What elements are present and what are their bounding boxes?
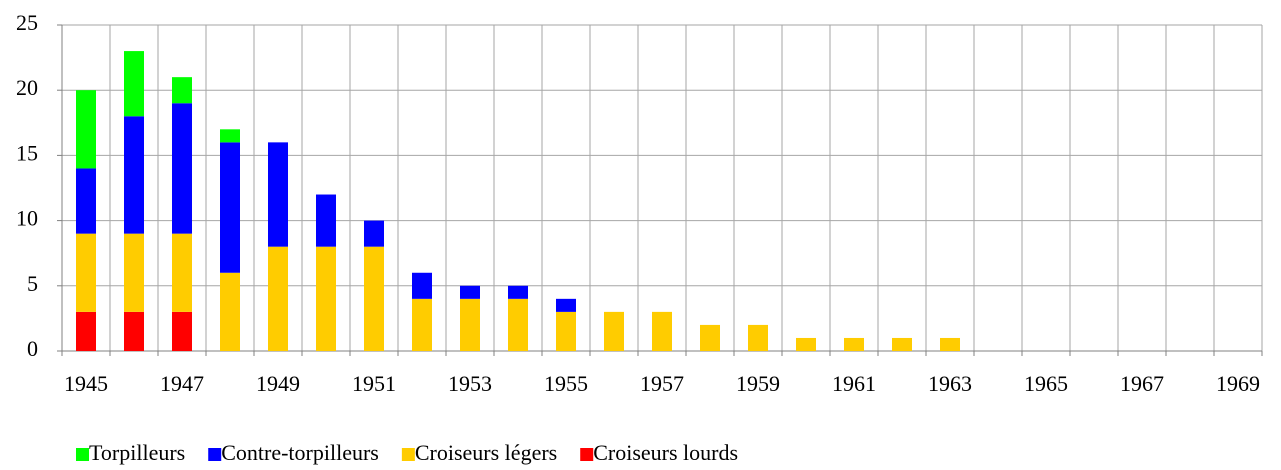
bar-segment: [412, 272, 432, 299]
bar-segment: [700, 324, 720, 351]
legend-label: Contre-torpilleurs: [221, 440, 379, 465]
x-tick-label: 1947: [160, 371, 204, 396]
y-tick-label: 5: [27, 271, 38, 296]
bar-segment: [268, 246, 288, 351]
x-tick-label: 1953: [448, 371, 492, 396]
bar-segment: [460, 298, 480, 351]
bar-segment: [796, 337, 816, 351]
bar-segment: [220, 129, 240, 143]
x-tick-label: 1969: [1216, 371, 1260, 396]
y-tick-label: 25: [16, 10, 38, 35]
bar-segment: [76, 168, 96, 234]
bar-segment: [604, 311, 624, 351]
x-tick-label: 1951: [352, 371, 396, 396]
x-tick-label: 1965: [1024, 371, 1068, 396]
bar-segment: [412, 298, 432, 351]
bar-segment: [892, 337, 912, 351]
bar-segment: [844, 337, 864, 351]
bar-segment: [172, 311, 192, 351]
x-tick-label: 1959: [736, 371, 780, 396]
legend-swatch: [401, 448, 415, 461]
x-tick-label: 1963: [928, 371, 972, 396]
bar-segment: [364, 246, 384, 351]
bar-segment: [76, 311, 96, 351]
x-tick-label: 1961: [832, 371, 876, 396]
bar-segment: [172, 77, 192, 104]
y-tick-label: 20: [16, 75, 38, 100]
bar-segment: [124, 233, 144, 312]
x-tick-label: 1957: [640, 371, 684, 396]
bar-segment: [556, 311, 576, 351]
bar-segment: [316, 194, 336, 247]
bar-segment: [268, 142, 288, 247]
y-tick-label: 15: [16, 140, 38, 165]
bar-segment: [124, 311, 144, 351]
y-tick-label: 0: [27, 336, 38, 361]
bar-segment: [748, 324, 768, 351]
bar-segment: [124, 116, 144, 234]
bar-segment: [364, 220, 384, 247]
legend-swatch: [208, 448, 222, 461]
bar-segment: [508, 298, 528, 351]
bar-segment: [940, 337, 960, 351]
bar-segment: [460, 285, 480, 299]
bar-segment: [220, 272, 240, 351]
legend-label: Croiseurs légers: [415, 440, 557, 465]
bar-segment: [76, 233, 96, 312]
y-tick-label: 10: [16, 206, 38, 231]
bar-segment: [220, 142, 240, 273]
legend-swatch: [580, 448, 594, 461]
bar-segment: [124, 51, 144, 117]
bar-segment: [76, 90, 96, 169]
legend-label: Croiseurs lourds: [593, 440, 738, 465]
bar-segment: [172, 103, 192, 234]
bar-segment: [172, 233, 192, 312]
legend-label: Torpilleurs: [89, 440, 185, 465]
bar-segment: [556, 298, 576, 312]
x-tick-label: 1949: [256, 371, 300, 396]
legend-swatch: [76, 448, 89, 461]
x-tick-label: 1945: [64, 371, 108, 396]
bar-segment: [316, 246, 336, 351]
bar-segment: [508, 285, 528, 299]
bar-segment: [652, 311, 672, 351]
x-tick-label: 1955: [544, 371, 588, 396]
x-tick-label: 1967: [1120, 371, 1164, 396]
